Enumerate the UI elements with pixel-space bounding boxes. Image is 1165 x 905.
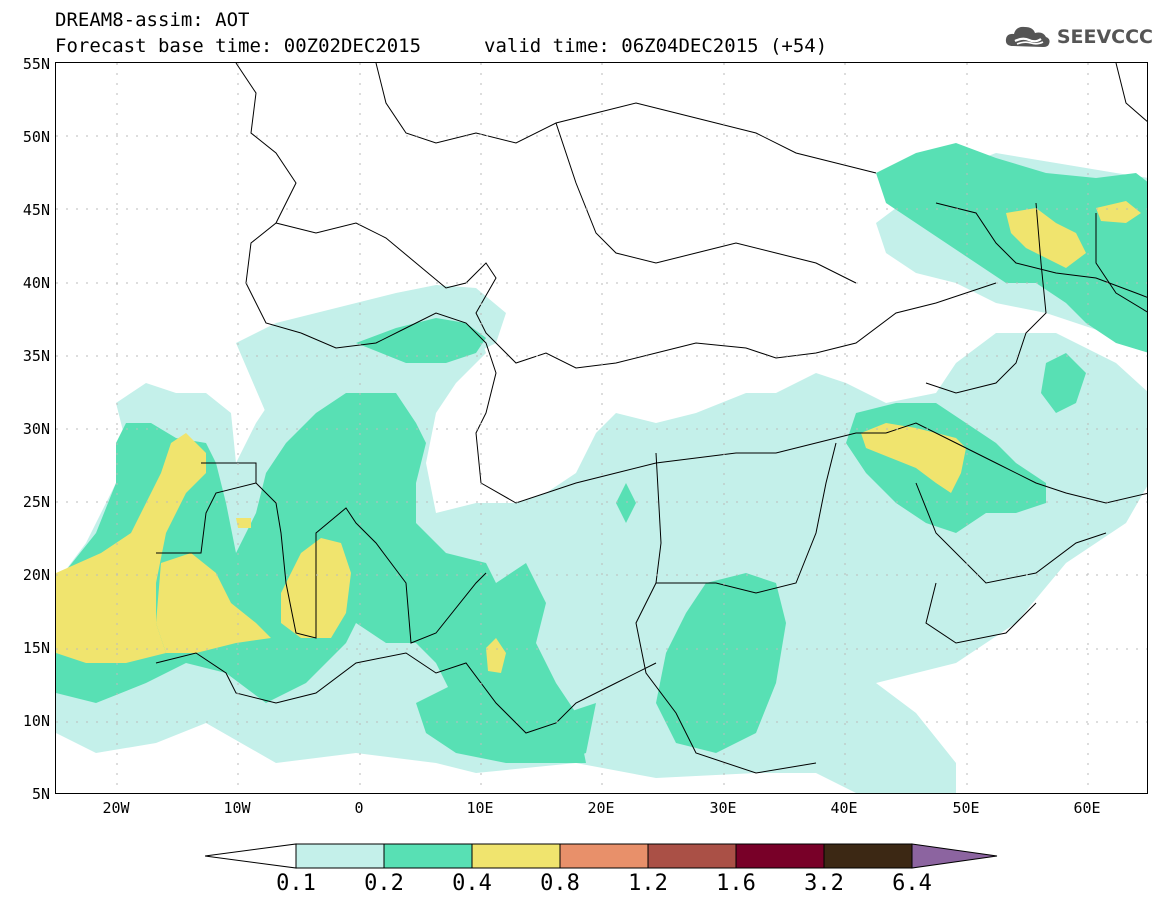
lon-label-10e: 10E — [466, 799, 494, 817]
lon-label-20e: 20E — [587, 799, 615, 817]
lon-label-40e: 40E — [830, 799, 858, 817]
map-canvas — [56, 63, 1147, 793]
colorbar-label: 1.2 — [628, 871, 668, 896]
aot-map — [55, 62, 1148, 794]
lon-label-60e: 60E — [1073, 799, 1101, 817]
forecast-base-time: Forecast base time: 00Z02DEC2015 — [55, 35, 422, 57]
seevccc-logo: SEEVCCC — [1003, 22, 1153, 52]
colorbar-label: 0.4 — [452, 871, 492, 896]
colorbar-bin-1.6 — [735, 843, 825, 869]
colorbar-label: 1.6 — [716, 871, 756, 896]
logo-text: SEEVCCC — [1056, 26, 1153, 48]
colorbar-bin-0.8 — [559, 843, 649, 869]
colorbar — [205, 843, 998, 869]
lon-label-50e: 50E — [952, 799, 980, 817]
lat-label-45n: 45N — [22, 201, 50, 219]
lat-label-30n: 30N — [22, 420, 50, 438]
lon-label-10w: 10W — [223, 799, 251, 817]
colorbar-label: 6.4 — [892, 871, 932, 896]
lat-label-15n: 15N — [22, 639, 50, 657]
colorbar-label: 0.2 — [364, 871, 404, 896]
colorbar-over-triangle — [911, 843, 998, 869]
map-title: DREAM8-assim: AOT — [55, 9, 250, 31]
colorbar-bin-1.2 — [647, 843, 737, 869]
lon-label-30e: 30E — [709, 799, 737, 817]
lat-label-20n: 20N — [22, 566, 50, 584]
colorbar-bin-3.2 — [823, 843, 913, 869]
colorbar-label: 0.1 — [276, 871, 316, 896]
lat-label-50n: 50N — [22, 128, 50, 146]
colorbar-bin-0.4 — [471, 843, 561, 869]
cloud-icon — [1005, 26, 1050, 47]
colorbar-label: 0.8 — [540, 871, 580, 896]
colorbar-label: 3.2 — [804, 871, 844, 896]
lat-label-10n: 10N — [22, 712, 50, 730]
graticule — [56, 63, 1147, 793]
colorbar-bin-0.2 — [383, 843, 473, 869]
lat-label-5n: 5N — [31, 785, 50, 803]
lat-label-55n: 55N — [22, 55, 50, 73]
colorbar-under-triangle — [205, 843, 297, 869]
valid-time: valid time: 06Z04DEC2015 (+54) — [484, 35, 828, 57]
lon-label-0: 0 — [354, 799, 364, 817]
lat-label-40n: 40N — [22, 274, 50, 292]
colorbar-bin-0.1 — [295, 843, 385, 869]
lat-label-25n: 25N — [22, 493, 50, 511]
lat-label-35n: 35N — [22, 347, 50, 365]
lon-label-20w: 20W — [102, 799, 130, 817]
